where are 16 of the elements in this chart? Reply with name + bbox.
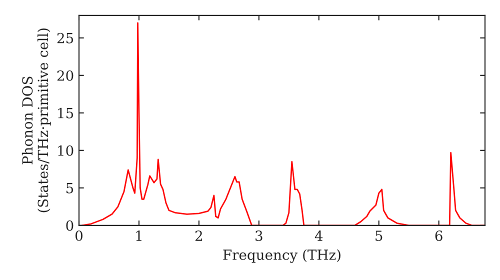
y-tick-label: 10 <box>58 145 74 156</box>
x-tick-label: 5 <box>376 230 382 242</box>
x-tick-label: 0 <box>75 230 82 242</box>
x-tick-label: 1 <box>136 230 142 241</box>
x-axis-title: Frequency (THz) <box>223 249 340 263</box>
y-axis-title: Phonon DOS (States/THz·primitive cell) <box>22 28 51 212</box>
y-tick-label: 5 <box>66 183 74 194</box>
x-tick-label: 2 <box>195 230 202 241</box>
y-tick-label: 25 <box>57 32 74 44</box>
y-tick-label: 0 <box>66 220 74 231</box>
y-tick-label: 15 <box>58 108 74 118</box>
x-tick-label: 6 <box>435 230 442 242</box>
y-tick-label: 20 <box>57 70 74 81</box>
x-tick-label: 3 <box>256 230 262 242</box>
x-tick-label: 4 <box>314 230 323 241</box>
line-series <box>81 22 485 226</box>
